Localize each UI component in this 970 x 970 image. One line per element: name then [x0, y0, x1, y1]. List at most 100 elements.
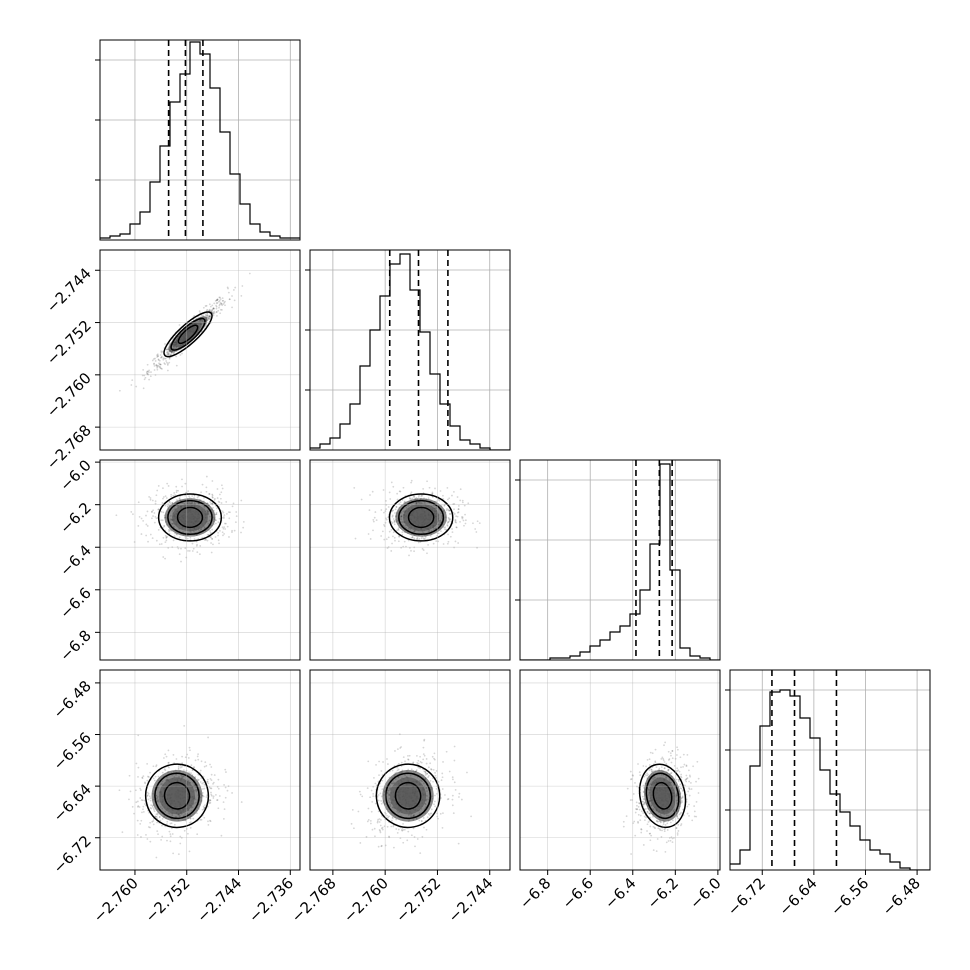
sample-point — [422, 758, 425, 761]
sample-point — [217, 778, 220, 781]
sample-point — [409, 497, 412, 500]
sample-point — [166, 352, 169, 355]
sample-point — [199, 545, 202, 547]
sample-point — [371, 490, 374, 493]
sample-point — [417, 766, 420, 769]
sample-point — [472, 522, 474, 525]
sample-point — [157, 508, 160, 511]
sample-point — [383, 511, 385, 514]
sample-point — [222, 801, 225, 804]
sample-point — [200, 818, 203, 821]
sample-point — [164, 541, 167, 544]
sample-point — [213, 307, 215, 310]
sample-point — [167, 352, 170, 355]
sample-point — [189, 826, 192, 829]
sample-point — [460, 516, 463, 518]
sample-point — [358, 790, 361, 793]
sample-point — [209, 801, 212, 804]
sample-point — [381, 530, 384, 533]
sample-point — [685, 778, 688, 781]
sample-point — [200, 777, 203, 780]
sample-point — [155, 815, 158, 818]
sample-point — [449, 535, 452, 538]
sample-point — [642, 812, 645, 814]
sample-point — [678, 778, 680, 781]
sample-point — [410, 536, 413, 539]
sample-point — [679, 812, 682, 815]
sample-point — [208, 314, 211, 317]
sample-point — [637, 821, 640, 824]
sample-point — [678, 813, 681, 816]
sample-point — [158, 366, 161, 368]
sample-point — [650, 768, 653, 771]
sample-point — [223, 784, 225, 786]
sample-point — [185, 491, 187, 494]
sample-point — [184, 494, 187, 497]
sample-point — [216, 314, 218, 317]
sample-point — [442, 543, 445, 545]
sample-point — [456, 511, 459, 514]
sample-point — [222, 303, 225, 306]
sample-point — [221, 510, 224, 513]
sample-point — [392, 535, 394, 538]
sample-point — [147, 798, 150, 801]
sample-point — [360, 498, 363, 501]
sample-point — [214, 299, 217, 302]
sample-point — [458, 796, 460, 798]
sample-point — [181, 485, 183, 488]
sample-point — [191, 495, 194, 497]
sample-point — [151, 517, 153, 520]
sample-point — [371, 828, 374, 831]
sample-point — [191, 769, 194, 772]
sample-point — [187, 757, 190, 759]
sample-point — [157, 364, 160, 367]
sample-point — [155, 364, 158, 367]
x-tick-label: −6.2 — [644, 874, 682, 912]
sample-point — [135, 762, 138, 765]
sample-point — [202, 781, 205, 784]
sample-point — [186, 537, 189, 540]
sample-point — [677, 769, 680, 772]
sample-point — [418, 538, 421, 540]
sample-point — [130, 384, 133, 386]
sample-point — [386, 814, 388, 817]
sample-point — [663, 767, 666, 770]
sample-point — [441, 788, 444, 790]
sample-point — [402, 756, 405, 759]
sample-point — [372, 795, 375, 798]
sample-point — [421, 835, 424, 838]
sample-point — [461, 499, 464, 502]
sample-point — [432, 542, 435, 545]
sample-point — [190, 772, 192, 775]
panel-frame-2-1 — [309, 459, 511, 661]
sample-point — [211, 493, 214, 496]
sample-point — [158, 816, 161, 819]
sample-point — [197, 758, 200, 761]
sample-point — [464, 513, 466, 516]
sample-point — [435, 540, 438, 543]
sample-point — [210, 766, 213, 768]
sample-point — [408, 754, 411, 757]
x-tick-label: −6.8 — [516, 874, 554, 912]
sample-point — [659, 821, 662, 824]
sample-point — [390, 550, 393, 552]
sample-point — [231, 295, 233, 297]
sample-point — [430, 808, 433, 811]
sample-point — [397, 540, 400, 543]
sample-point — [394, 508, 397, 511]
sample-point — [689, 782, 692, 784]
sample-point — [425, 762, 428, 765]
sample-point — [213, 774, 216, 776]
contour-line — [144, 763, 210, 829]
sample-point — [388, 815, 390, 818]
sample-point — [416, 838, 419, 840]
sample-point — [446, 498, 449, 501]
sample-point — [638, 771, 641, 774]
sample-point — [228, 298, 231, 301]
sample-point — [209, 787, 212, 790]
contour-line — [388, 493, 454, 542]
sample-point — [198, 310, 201, 313]
sample-point — [193, 314, 196, 317]
sample-point — [131, 805, 134, 808]
sample-point — [380, 819, 382, 821]
